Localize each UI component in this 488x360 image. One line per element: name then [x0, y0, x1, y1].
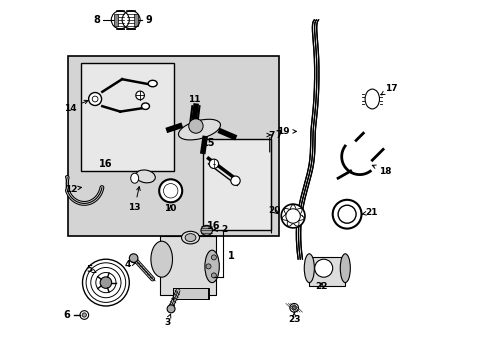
Circle shape [332, 200, 361, 229]
Text: 15: 15 [202, 138, 215, 148]
Ellipse shape [130, 173, 139, 183]
Circle shape [211, 273, 216, 278]
Circle shape [188, 119, 203, 133]
Ellipse shape [141, 103, 149, 109]
Bar [172, 288, 208, 299]
Bar [134, 14, 137, 26]
Text: 13: 13 [128, 186, 141, 211]
Circle shape [209, 159, 218, 168]
Text: 7: 7 [275, 130, 281, 140]
Text: 12: 12 [64, 185, 81, 194]
Text: 10: 10 [164, 204, 177, 212]
Bar [203, 139, 271, 230]
Text: 20: 20 [267, 206, 280, 215]
Text: 17: 17 [380, 84, 397, 95]
Text: 3: 3 [163, 314, 170, 327]
Text: 2: 2 [213, 225, 227, 234]
Circle shape [82, 259, 129, 306]
Ellipse shape [178, 119, 220, 140]
Circle shape [285, 209, 300, 223]
Ellipse shape [204, 250, 219, 283]
Text: 16: 16 [99, 159, 112, 169]
Circle shape [211, 255, 216, 260]
Circle shape [159, 179, 182, 202]
Ellipse shape [340, 254, 349, 283]
Text: 5: 5 [86, 265, 96, 274]
Circle shape [281, 204, 305, 228]
Bar [81, 63, 174, 171]
Ellipse shape [135, 170, 155, 183]
Text: 14: 14 [64, 100, 88, 113]
Circle shape [205, 264, 211, 269]
Circle shape [92, 96, 98, 102]
Ellipse shape [148, 80, 157, 87]
Text: 4: 4 [124, 260, 135, 269]
Circle shape [100, 277, 111, 288]
Text: 9: 9 [145, 15, 152, 25]
Text: 21: 21 [362, 208, 377, 217]
Text: 8: 8 [93, 15, 100, 25]
Circle shape [337, 205, 355, 223]
Circle shape [88, 93, 102, 105]
Bar [160, 236, 215, 295]
Bar [68, 56, 278, 236]
Text: 19: 19 [276, 127, 296, 136]
Ellipse shape [185, 234, 196, 242]
Circle shape [230, 176, 240, 185]
Circle shape [80, 311, 88, 319]
Ellipse shape [365, 89, 379, 109]
Circle shape [289, 303, 298, 312]
Ellipse shape [201, 225, 212, 235]
Text: 22: 22 [315, 282, 327, 291]
Circle shape [291, 306, 296, 310]
Text: 1: 1 [228, 251, 235, 261]
Text: 11: 11 [187, 95, 200, 111]
Ellipse shape [181, 231, 199, 244]
Bar [309, 257, 345, 286]
Circle shape [136, 91, 144, 100]
Circle shape [314, 259, 332, 277]
Text: 7: 7 [266, 131, 274, 140]
Circle shape [167, 305, 175, 313]
Text: 18: 18 [371, 165, 391, 176]
Ellipse shape [151, 241, 172, 277]
Circle shape [163, 184, 178, 198]
Bar [114, 14, 118, 26]
Text: 6: 6 [63, 310, 70, 320]
Text: 23: 23 [287, 312, 300, 324]
Text: 16: 16 [207, 221, 220, 231]
Circle shape [82, 313, 86, 317]
Circle shape [129, 254, 138, 262]
Ellipse shape [304, 254, 314, 283]
